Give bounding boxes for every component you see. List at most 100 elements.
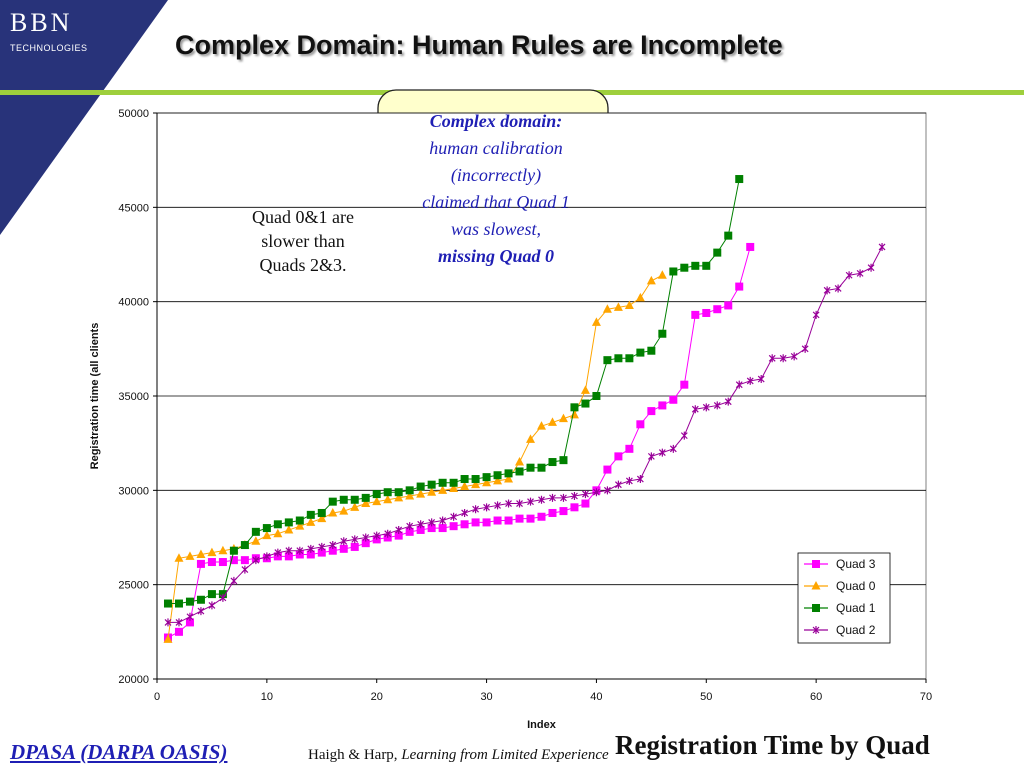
data-point (493, 475, 503, 485)
page-title: Complex Domain: Human Rules are Incomple… (175, 30, 783, 60)
data-point (559, 456, 568, 465)
data-point (614, 354, 623, 363)
data-point (417, 520, 425, 529)
data-point (185, 597, 194, 606)
data-point (691, 310, 700, 319)
data-point (394, 531, 403, 540)
data-point (317, 548, 326, 557)
data-point (405, 486, 414, 495)
data-point (482, 473, 491, 482)
callout-complex-domain-emphasis: missing Quad 0 (437, 246, 555, 266)
data-point (625, 476, 633, 485)
x-axis-label: Index (527, 719, 557, 731)
x-tick-label: 70 (920, 691, 932, 703)
data-point (746, 376, 754, 385)
data-point (460, 520, 469, 529)
data-point (757, 375, 765, 384)
data-point (219, 593, 227, 602)
y-tick-label: 50000 (118, 108, 149, 120)
data-point (571, 491, 578, 500)
data-point (526, 463, 535, 472)
data-point (515, 457, 525, 466)
series-line (167, 246, 883, 623)
callout-complex-domain-line: (incorrectly) (450, 165, 542, 185)
data-point (306, 550, 315, 559)
data-point (603, 486, 611, 495)
data-point (262, 524, 271, 533)
footer-project-link[interactable]: DPASA (DARPA OASIS) (10, 740, 228, 764)
data-point (559, 507, 568, 516)
data-point (724, 231, 733, 240)
data-point (482, 518, 491, 527)
citation-title: Learning from Limited Experience (401, 747, 609, 763)
data-point (549, 493, 556, 502)
data-point (625, 354, 634, 363)
data-point (702, 308, 711, 317)
data-point (263, 552, 271, 561)
data-point (196, 559, 205, 568)
data-point (724, 301, 733, 310)
data-point (516, 499, 523, 508)
data-point (878, 242, 886, 251)
data-point (186, 612, 194, 621)
data-point (527, 497, 534, 506)
data-point (614, 480, 622, 489)
data-point (669, 395, 678, 404)
data-point (362, 533, 370, 542)
x-tick-label: 60 (810, 691, 822, 703)
data-point (449, 522, 458, 531)
data-point (317, 513, 327, 523)
data-point (405, 490, 415, 500)
data-point (339, 544, 348, 553)
x-tick-label: 20 (371, 691, 383, 703)
x-tick-label: 10 (261, 691, 273, 703)
data-point (812, 560, 820, 568)
x-tick-label: 40 (590, 691, 602, 703)
data-point (461, 508, 469, 517)
data-point (472, 505, 480, 514)
data-point (240, 556, 249, 565)
callout-quad01-line: Quads 2&3. (259, 255, 347, 275)
legend-label: Quad 0 (836, 579, 876, 593)
data-point (416, 525, 425, 534)
data-point (373, 531, 381, 540)
y-tick-label: 35000 (118, 391, 149, 403)
x-tick-label: 30 (480, 691, 492, 703)
data-point (339, 506, 349, 515)
data-point (350, 495, 359, 504)
data-point (735, 175, 744, 184)
data-point (548, 458, 557, 467)
data-point (724, 397, 732, 406)
data-point (438, 485, 448, 494)
data-point (251, 536, 261, 545)
data-point (207, 590, 216, 599)
data-point (526, 514, 535, 523)
data-point (647, 346, 656, 355)
data-point (394, 492, 404, 502)
data-point (560, 493, 567, 502)
data-point (273, 520, 282, 529)
data-point (218, 558, 227, 567)
data-point (174, 553, 184, 562)
data-point (856, 269, 864, 278)
data-point (361, 539, 370, 548)
data-point (251, 527, 260, 536)
data-point (318, 542, 326, 551)
data-point (812, 626, 820, 634)
data-point (537, 512, 546, 521)
data-point (591, 317, 601, 326)
callout-complex-domain-heading: Complex domain: (429, 111, 563, 131)
data-point (361, 493, 370, 502)
data-point (329, 541, 337, 550)
data-point (328, 507, 338, 517)
data-point (515, 467, 524, 476)
data-point (460, 475, 469, 484)
slide-subtitle: Registration Time by Quad (615, 730, 930, 760)
data-point (229, 556, 238, 565)
data-point (383, 494, 393, 504)
data-point (449, 478, 458, 487)
data-point (580, 385, 590, 394)
data-point (581, 499, 590, 508)
data-point (823, 286, 831, 295)
